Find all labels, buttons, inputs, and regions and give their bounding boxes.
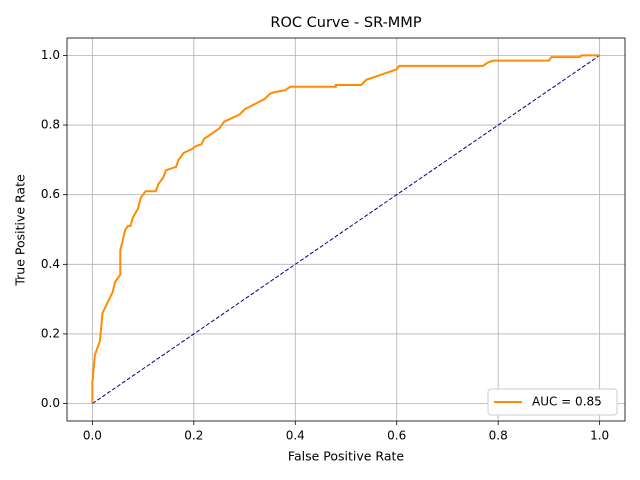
y-tick-label: 0.8: [41, 118, 60, 132]
x-tick-label: 1.0: [590, 429, 609, 443]
y-tick-label: 0.2: [41, 326, 60, 340]
plot-frame: [66, 37, 626, 422]
chart-title: ROC Curve - SR-MMP: [270, 15, 421, 31]
legend-box: [487, 388, 618, 416]
x-axis-label: False Positive Rate: [288, 449, 404, 464]
series-line: [92, 54, 600, 405]
series-line: [91, 54, 600, 404]
x-tick-label: 0.4: [286, 429, 305, 443]
y-tick-label: 0.0: [41, 396, 60, 410]
legend-label: AUC = 0.85: [532, 395, 602, 409]
y-tick-label: 1.0: [41, 48, 60, 62]
x-tick-label: 0.6: [387, 429, 406, 443]
y-tick-label: 0.4: [41, 257, 60, 271]
y-axis-label: True Positive Rate: [13, 174, 28, 287]
x-tick-label: 0.0: [83, 429, 102, 443]
x-tick-label: 0.2: [184, 429, 203, 443]
x-tick-label: 0.8: [489, 429, 508, 443]
y-tick-label: 0.6: [41, 187, 60, 201]
